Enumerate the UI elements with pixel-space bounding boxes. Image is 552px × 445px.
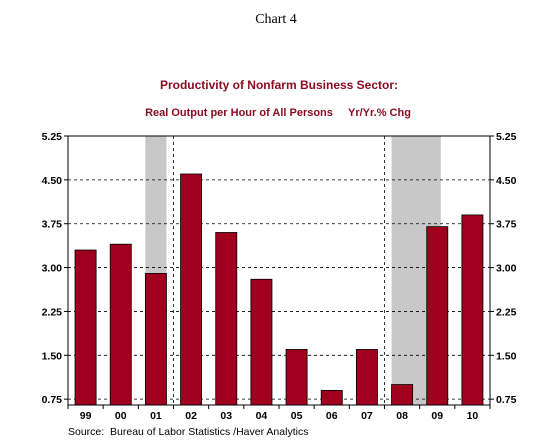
- bar-02: [180, 173, 203, 406]
- y-tick-label-left-4.50: 4.50: [42, 175, 63, 187]
- bar-01: [144, 273, 167, 406]
- x-tick-label-04: 04: [256, 410, 268, 422]
- bar-04: [250, 278, 273, 406]
- y-tick-label-left-2.25: 2.25: [42, 306, 63, 318]
- bar-06: [320, 389, 343, 406]
- x-tick-label-09: 09: [431, 410, 443, 422]
- chart-header-label: Chart 4: [255, 12, 297, 27]
- bar-99: [74, 249, 97, 406]
- y-tick-label-left-1.50: 1.50: [42, 350, 63, 362]
- bar-10: [461, 214, 484, 406]
- y-tick-label-left-5.25: 5.25: [42, 131, 63, 143]
- bars: [74, 173, 484, 406]
- y-axis-left: 0.75 1.50 2.25 3.00 3.75 4.50 5.25: [42, 131, 68, 406]
- y-tick-label-right-1.50: 1.50: [496, 350, 517, 362]
- source-note: Source: Bureau of Labor Statistics /Have…: [68, 426, 308, 438]
- chart-subtitle: Real Output per Hour of All Persons Yr/Y…: [145, 107, 411, 119]
- x-tick-label-99: 99: [80, 410, 92, 422]
- chart-title: Productivity of Nonfarm Business Sector:: [160, 78, 398, 92]
- y-tick-label-left-3.75: 3.75: [42, 219, 63, 231]
- bar-00: [109, 243, 132, 406]
- bar-03: [215, 232, 238, 406]
- y-tick-label-right-5.25: 5.25: [496, 131, 517, 143]
- x-tick-label-08: 08: [396, 410, 408, 422]
- bar-08: [391, 384, 414, 406]
- x-tick-label-05: 05: [291, 410, 303, 422]
- y-tick-label-right-3.00: 3.00: [496, 263, 517, 275]
- y-axis-right: 0.75 1.50 2.25 3.00 3.75 4.50 5.25: [490, 131, 517, 406]
- bar-09: [426, 226, 449, 406]
- gridlines: [68, 136, 490, 405]
- x-tick-label-10: 10: [467, 410, 479, 422]
- y-tick-label-right-3.75: 3.75: [496, 219, 517, 231]
- x-tick-label-00: 00: [115, 410, 127, 422]
- y-tick-label-left-3.00: 3.00: [42, 263, 63, 275]
- bar-05: [285, 349, 308, 406]
- y-tick-label-right-2.25: 2.25: [496, 306, 517, 318]
- bar-07: [355, 349, 378, 406]
- x-tick-label-06: 06: [326, 410, 338, 422]
- y-tick-label-right-0.75: 0.75: [496, 394, 517, 406]
- x-tick-label-01: 01: [150, 410, 162, 422]
- y-tick-label-left-0.75: 0.75: [42, 394, 63, 406]
- x-tick-label-02: 02: [185, 410, 197, 422]
- x-tick-label-07: 07: [361, 410, 373, 422]
- x-tick-label-03: 03: [220, 410, 232, 422]
- y-tick-label-right-4.50: 4.50: [496, 175, 517, 187]
- x-axis: 99 00 01 02 03 04 05 06 07 08 09 10: [67, 405, 491, 422]
